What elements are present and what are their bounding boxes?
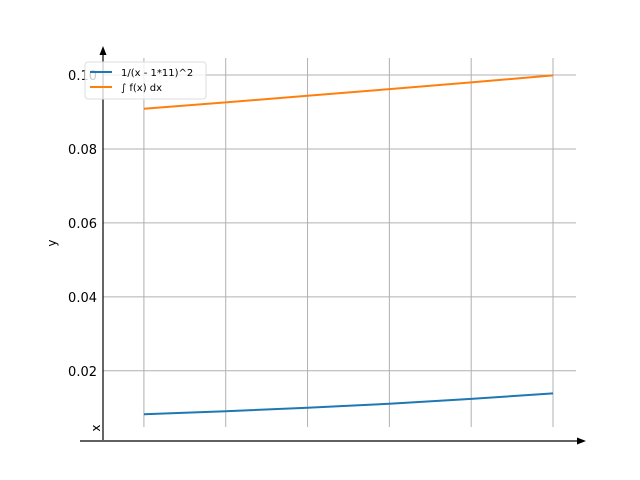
legend-box	[84, 61, 207, 100]
legend-label: ∫ f(x) dx	[121, 83, 162, 94]
series-line-2	[143, 74, 554, 110]
y-axis-arrow	[99, 46, 107, 55]
y-tick-label: 0.02	[68, 365, 97, 380]
x-axis-label: x	[89, 424, 103, 431]
x-axis-arrow	[577, 437, 586, 445]
y-axis-label: y	[45, 239, 59, 246]
series-line-1	[143, 392, 554, 416]
legend: 1/(x - 1*11)^2 ∫ f(x) dx	[84, 61, 207, 100]
legend-label: 1/(x - 1*11)^2	[121, 68, 193, 79]
grid	[103, 58, 576, 427]
y-ticks: 0.020.040.060.080.10	[68, 69, 97, 380]
y-tick-label: 0.08	[68, 143, 97, 158]
y-tick-label: 0.04	[68, 291, 97, 306]
series	[143, 74, 554, 416]
y-tick-label: 0.06	[68, 217, 97, 232]
axes	[80, 46, 586, 445]
